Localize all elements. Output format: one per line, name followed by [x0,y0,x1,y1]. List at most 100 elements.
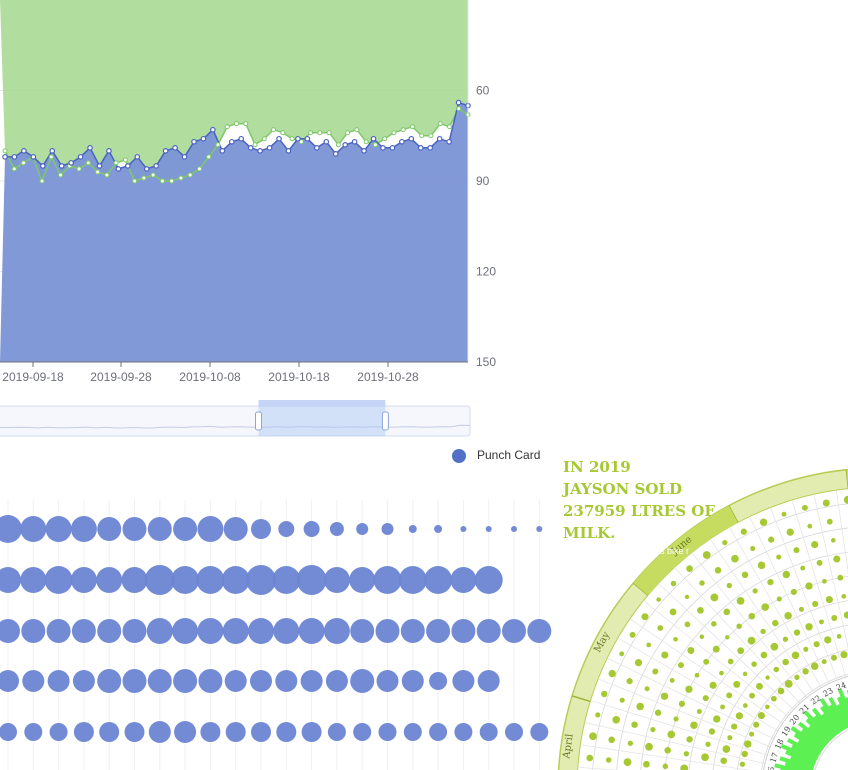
punch-bubble [350,619,375,643]
series-a-point [380,145,386,151]
punch-bubble [197,516,224,542]
series-b-point [132,178,138,184]
calendar-dot [752,588,758,594]
calendar-dot [776,596,782,602]
series-a-point [247,145,254,151]
series-b-point [382,136,388,142]
series-a-point [370,135,377,142]
calendar-dot [720,704,725,710]
series-a-point [323,138,330,145]
punch-bubble [426,619,451,643]
punch-bubble [124,722,145,742]
calendar-dot [636,702,644,711]
series-b-point [104,172,110,178]
series-b-point [317,130,323,136]
punch-bubble [424,566,453,594]
punch-bubble [325,670,348,692]
punch-bubble [275,670,298,692]
series-b-point [39,178,45,184]
calendar-dot [686,736,693,743]
calendar-dot [830,538,836,543]
series-a-point [143,166,150,172]
series-b-point [446,124,452,130]
series-b-point [206,154,212,160]
punch-bubble [251,519,271,539]
punch-bubble [373,566,402,594]
calendar-dot [731,723,738,730]
punch-bubble [196,566,225,594]
month-divider [571,695,591,703]
punch-bubble [272,566,301,594]
punch-bubble [44,566,73,594]
series-b-point [48,154,54,160]
series-b-point [261,136,267,142]
punch-bubble [474,566,503,594]
calendar-dot [739,761,746,767]
series-a-point [191,138,197,145]
series-a-point [125,163,131,169]
inner-bar [784,761,814,770]
calendar-dot [685,685,693,693]
radial-spoke [607,657,774,739]
calendar-dot [741,571,749,579]
punch-bubble [221,566,250,594]
inner-bar [811,707,838,738]
calendar-dot [720,757,727,765]
punch-bubble [198,669,223,693]
inner-bar [828,696,848,730]
slider-handle[interactable] [381,411,389,431]
series-a-point [39,163,46,169]
punch-bubble [148,721,171,743]
series-b-point [21,160,27,166]
calendar-dot [699,634,705,640]
punch-bubble [97,669,122,693]
calendar-dot [589,732,597,741]
calendar-dot [768,536,775,543]
inner-bar [836,703,848,729]
series-a-point [2,154,8,160]
punch-bubble [278,521,295,537]
data-zoom-slider[interactable] [0,400,471,437]
radial-spoke [590,700,768,756]
calendar-dot [831,615,838,621]
punch-bubble [485,526,492,532]
punch-bubble [22,670,45,692]
punch-bubble [122,619,147,643]
calendar-dot [684,621,691,628]
punch-bubble [122,517,147,541]
punch-bubble [171,566,200,594]
series-a-point [11,154,18,160]
slider-move-bar [258,400,386,407]
calendar-dot [800,565,806,571]
calendar-dot [667,730,676,739]
punch-bubble [222,618,249,644]
calendar-dot [683,751,690,757]
punch-bubble [96,567,123,593]
center-hole [814,729,848,770]
inner-bar [790,755,815,769]
punch-bubble [225,722,246,742]
punch-bubble [378,723,397,741]
calendar-dot [819,619,824,625]
slider-window[interactable] [258,406,386,436]
inner-bar [797,721,828,747]
series-b-point [363,139,369,145]
x-tick-label: 2019-09-28 [90,370,152,384]
calendar-dot [723,608,731,616]
series-b-point [122,157,128,163]
calendar-dot [776,554,782,560]
punch-bubble [146,618,173,644]
series-a-point [295,135,301,142]
punch-bubble [323,618,350,644]
punch-bubble [479,723,498,741]
punch-bubble [47,670,70,692]
calendar-dot [767,578,774,586]
series-a-point [228,138,235,145]
calendar-dot [836,633,842,639]
inner-bar [837,688,848,716]
punch-bubble [398,566,427,594]
series-a-point [134,154,141,160]
series-a-point [408,135,415,142]
slider-handle[interactable] [255,411,262,431]
punch-bubble [172,618,199,644]
